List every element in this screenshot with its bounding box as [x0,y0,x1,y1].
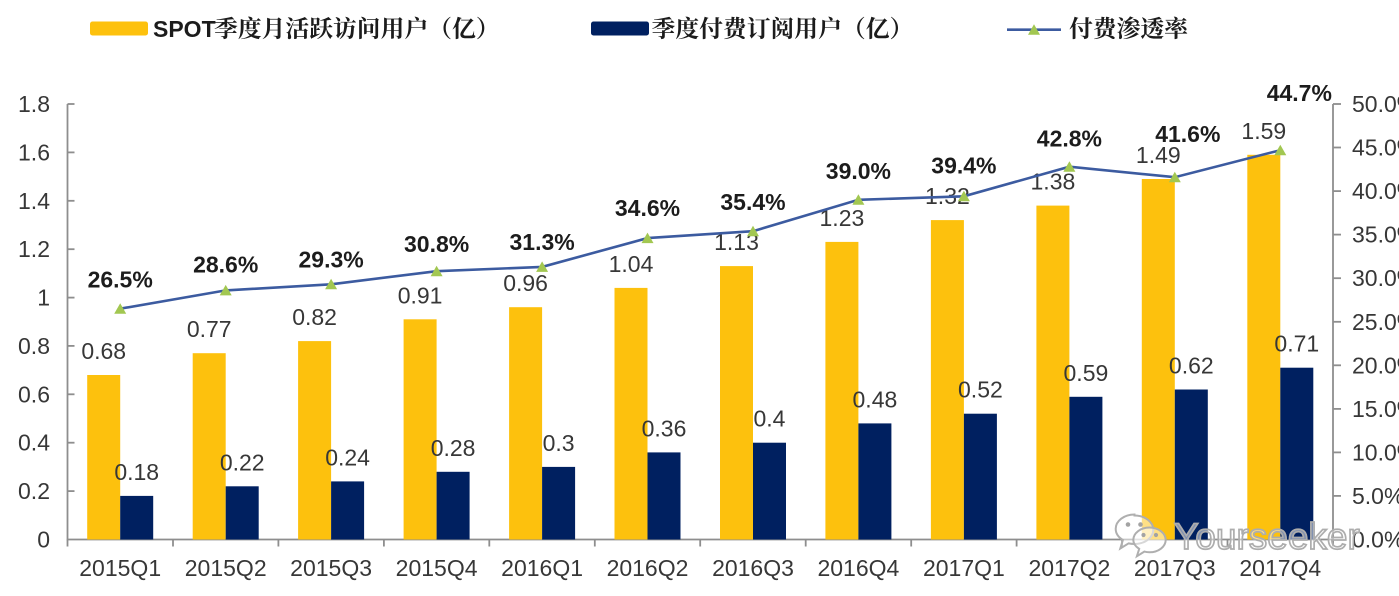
svg-text:30.0%: 30.0% [1352,265,1399,291]
svg-text:0.36: 0.36 [642,415,687,441]
svg-text:50.0%: 50.0% [1352,91,1399,117]
svg-text:35.4%: 35.4% [720,189,785,215]
svg-text:26.5%: 26.5% [88,267,153,293]
svg-text:2015Q1: 2015Q1 [79,555,161,581]
svg-text:1.49: 1.49 [1136,142,1181,168]
svg-text:0.59: 0.59 [1064,360,1109,386]
svg-text:0.77: 0.77 [187,316,232,342]
svg-text:0.96: 0.96 [503,270,548,296]
svg-text:0.71: 0.71 [1274,331,1319,357]
svg-text:40.0%: 40.0% [1352,178,1399,204]
svg-text:35.0%: 35.0% [1352,222,1399,248]
svg-text:1.8: 1.8 [18,91,50,117]
svg-text:15.0%: 15.0% [1352,396,1399,422]
svg-text:0.91: 0.91 [398,282,443,308]
svg-text:41.6%: 41.6% [1155,121,1220,147]
svg-text:0.24: 0.24 [325,444,370,470]
svg-text:0.82: 0.82 [292,304,337,330]
svg-text:2016Q3: 2016Q3 [712,555,794,581]
svg-text:Yourseeker: Yourseeker [1174,516,1360,557]
svg-text:2016Q4: 2016Q4 [817,555,899,581]
svg-text:0.2: 0.2 [18,478,50,504]
svg-text:30.8%: 30.8% [404,231,469,257]
svg-text:42.8%: 42.8% [1037,126,1102,152]
svg-text:0: 0 [37,527,50,553]
svg-text:1.6: 1.6 [18,139,50,165]
svg-text:0.52: 0.52 [958,377,1003,403]
svg-text:0.18: 0.18 [114,459,159,485]
svg-text:0.62: 0.62 [1169,353,1214,379]
svg-text:1: 1 [37,285,50,311]
svg-text:2015Q4: 2015Q4 [396,555,478,581]
svg-text:2017Q3: 2017Q3 [1134,555,1216,581]
svg-text:0.0%: 0.0% [1352,527,1399,553]
svg-text:0.22: 0.22 [220,449,265,475]
svg-text:0.4: 0.4 [18,430,50,456]
svg-text:0.68: 0.68 [81,338,126,364]
svg-text:2016Q1: 2016Q1 [501,555,583,581]
svg-text:0.48: 0.48 [853,386,898,412]
svg-text:2016Q2: 2016Q2 [607,555,689,581]
svg-text:45.0%: 45.0% [1352,135,1399,161]
svg-text:29.3%: 29.3% [298,246,363,272]
svg-text:28.6%: 28.6% [193,251,258,277]
svg-text:2017Q4: 2017Q4 [1239,555,1321,581]
svg-text:0.6: 0.6 [18,381,50,407]
svg-text:34.6%: 34.6% [615,195,680,221]
svg-text:0.4: 0.4 [754,406,786,432]
svg-text:10.0%: 10.0% [1352,439,1399,465]
svg-text:20.0%: 20.0% [1352,352,1399,378]
svg-text:31.3%: 31.3% [509,229,574,255]
svg-text:5.0%: 5.0% [1352,483,1399,509]
svg-text:1.59: 1.59 [1241,118,1286,144]
svg-text:25.0%: 25.0% [1352,309,1399,335]
svg-text:1.38: 1.38 [1031,169,1076,195]
svg-text:0.8: 0.8 [18,333,50,359]
svg-text:1.2: 1.2 [18,236,50,262]
svg-text:44.7%: 44.7% [1267,80,1332,106]
svg-text:2017Q1: 2017Q1 [923,555,1005,581]
svg-text:39.4%: 39.4% [931,152,996,178]
svg-text:0.3: 0.3 [543,430,575,456]
svg-text:2015Q3: 2015Q3 [290,555,372,581]
svg-text:SPOT: SPOT [153,16,216,42]
svg-text:0.28: 0.28 [431,435,476,461]
svg-text:2015Q2: 2015Q2 [185,555,267,581]
svg-text:1.04: 1.04 [609,251,654,277]
svg-text:2017Q2: 2017Q2 [1028,555,1110,581]
svg-text:39.0%: 39.0% [826,158,891,184]
svg-text:1.4: 1.4 [18,188,50,214]
